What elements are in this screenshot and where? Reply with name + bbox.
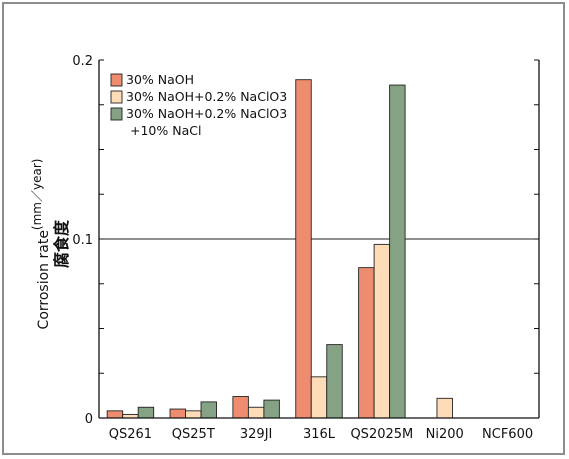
x-tick-label: 329JI	[240, 427, 272, 442]
legend-label-1: 30% NaOH	[126, 72, 194, 87]
bar-329JI-series-1	[232, 396, 249, 419]
bar-QS261-series-3	[137, 406, 155, 419]
legend-swatch-2	[110, 90, 123, 104]
bar-316L-series-1	[295, 79, 312, 419]
bar-QS25T-series-3	[200, 401, 217, 419]
x-tick-label: QS2025M	[350, 427, 413, 442]
axes	[98, 59, 540, 419]
legend-swatch-1	[110, 73, 123, 87]
x-tick-label: QS261	[109, 427, 152, 442]
x-tick-label: NCF600	[482, 427, 533, 442]
y-tick-label: 0.2	[72, 54, 93, 69]
y-axis-label: Corrosion rate(mm／year)腐食度	[30, 159, 71, 330]
y-tick-label: 0	[85, 412, 93, 427]
corrosion-rate-chart: 30% NaOH 30% NaOH+0.2% NaClO3 30% NaOH+0.2…	[30, 54, 540, 442]
bar-316L-series-3	[326, 344, 343, 419]
bar-QS25T-series-2	[185, 410, 202, 419]
legend-label-3: 30% NaOH+0.2% NaClO3	[126, 106, 287, 121]
legend-label-2: 30% NaOH+0.2% NaClO3	[126, 89, 287, 104]
y-axis-unit: (mm／year)	[30, 159, 44, 231]
x-tick-label: QS25T	[172, 427, 215, 442]
chart-frame: 30% NaOH 30% NaOH+0.2% NaClO3 30% NaOH+0.2…	[2, 2, 565, 455]
bar-329JI-series-2	[247, 406, 265, 419]
bar-329JI-series-3	[263, 399, 280, 419]
legend: 30% NaOH 30% NaOH+0.2% NaClO3 30% NaOH+0.2…	[110, 72, 287, 138]
legend-label-3-line2: +10% NaCl	[130, 123, 201, 138]
bar-QS2025M-series-3	[389, 84, 406, 419]
bar-316L-series-2	[310, 376, 328, 419]
x-tick-label: 316L	[303, 427, 336, 442]
bar-QS2025M-series-1	[358, 267, 375, 419]
y-axis-title-jp: 腐食度	[52, 219, 71, 268]
bar-QS2025M-series-2	[373, 243, 391, 419]
bar-Ni200-series-2	[436, 397, 453, 419]
x-tick-label: Ni200	[426, 427, 464, 442]
y-tick-label: 0.1	[72, 233, 93, 248]
y-axis-title: Corrosion rate(mm／year)	[30, 159, 52, 330]
legend-swatch-3	[110, 107, 123, 121]
bar-QS261-series-1	[106, 410, 124, 419]
bar-QS25T-series-1	[169, 408, 186, 419]
